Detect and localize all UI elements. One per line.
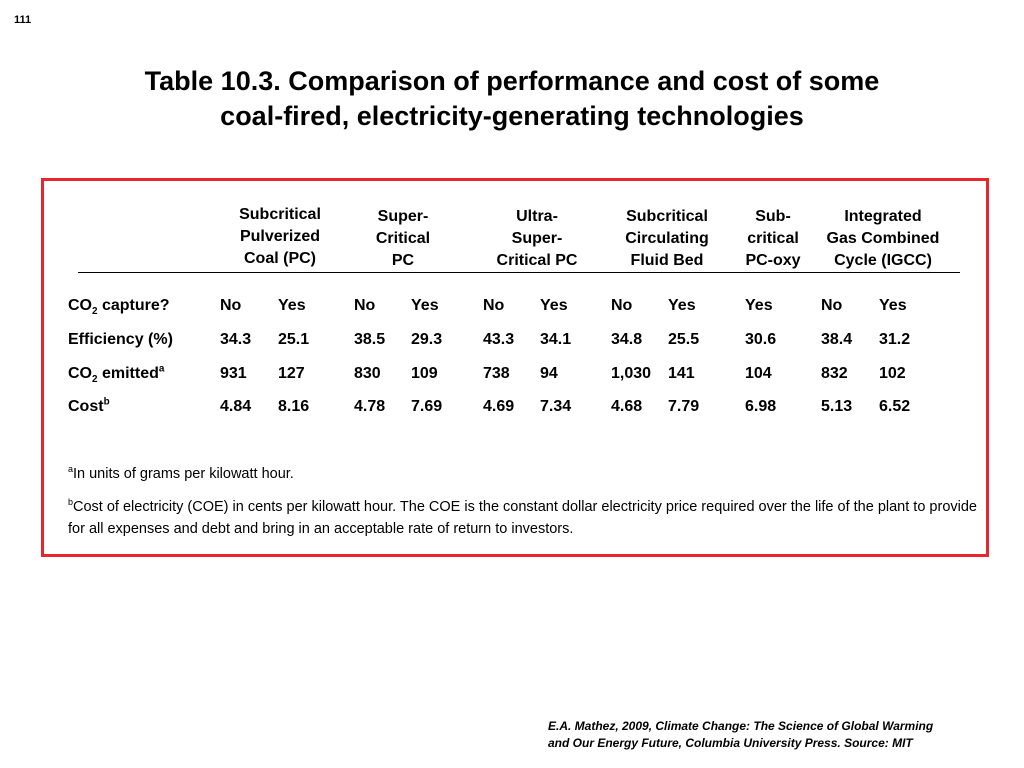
table-cell: 43.3: [483, 331, 515, 348]
table-cell: 8.16: [278, 398, 310, 415]
table-cell: 34.8: [611, 331, 643, 348]
comparison-table: Subcritical Pulverized Coal (PC) Super- …: [41, 178, 989, 557]
table-cell: 94: [540, 365, 558, 382]
table-cell: 6.52: [879, 398, 911, 415]
table-cell: No: [483, 297, 505, 314]
table-cell: 4.69: [483, 398, 515, 415]
table-cell: Yes: [278, 297, 306, 314]
slide-title: Table 10.3. Comparison of performance an…: [0, 64, 1024, 134]
column-header-igcc: Integrated Gas Combined Cycle (IGCC): [826, 208, 940, 269]
table-cell: 34.1: [540, 331, 572, 348]
table-cell: 104: [745, 365, 772, 382]
table-cell: No: [354, 297, 376, 314]
table-cell: No: [220, 297, 242, 314]
table-cell: 1,030: [611, 365, 652, 382]
table-cell: 738: [483, 365, 510, 382]
table-cell: 7.79: [668, 398, 700, 415]
table-cell: 7.34: [540, 398, 572, 415]
table-cell: 5.13: [821, 398, 853, 415]
table-cell: 7.69: [411, 398, 443, 415]
column-header-circulating-fluid-bed: Subcritical Circulating Fluid Bed: [625, 208, 709, 269]
column-header-supercritical-pc: Super- Critical PC: [375, 208, 431, 269]
table-cell: 109: [411, 365, 438, 382]
row-label-cost: Costb: [68, 396, 110, 415]
table-cell: Yes: [879, 297, 907, 314]
table-cell: Yes: [540, 297, 568, 314]
column-header-ultra-supercritical-pc: Ultra- Super- Critical PC: [496, 208, 578, 269]
row-label-co2-capture: CO2 capture?: [68, 297, 170, 318]
row-label-co2-emitted: CO2 emitteda: [68, 363, 165, 386]
column-header-pc-oxy: Sub- critical PC-oxy: [745, 208, 801, 269]
table-cell: 102: [879, 365, 906, 382]
table-cell: 6.98: [745, 398, 777, 415]
title-line-2: coal-fired, electricity-generating techn…: [220, 101, 804, 131]
table-cell: 25.1: [278, 331, 310, 348]
table-cell: 141: [668, 365, 695, 382]
footnote-b: bCost of electricity (COE) in cents per …: [68, 497, 977, 537]
table-cell: Yes: [411, 297, 439, 314]
table-cell: 34.3: [220, 331, 252, 348]
title-line-1: Table 10.3. Comparison of performance an…: [144, 66, 880, 96]
table-cell: Yes: [668, 297, 696, 314]
slide-number: 111: [14, 14, 32, 26]
table-cell: 830: [354, 365, 381, 382]
header-divider: [78, 272, 960, 273]
table-cell: 29.3: [411, 331, 443, 348]
source-citation: E.A. Mathez, 2009, Climate Change: The S…: [548, 719, 934, 750]
table-cell: 4.68: [611, 398, 643, 415]
table-cell: 931: [220, 365, 247, 382]
table-cell: 127: [278, 365, 305, 382]
table-cell: No: [611, 297, 633, 314]
table-cell: 4.84: [220, 398, 252, 415]
table-cell: 38.5: [354, 331, 386, 348]
table-cell: 4.78: [354, 398, 386, 415]
table-cell: Yes: [745, 297, 773, 314]
table-cell: 31.2: [879, 331, 911, 348]
table-cell: 38.4: [821, 331, 853, 348]
table-cell: No: [821, 297, 843, 314]
table-cell: 25.5: [668, 331, 700, 348]
column-header-subcritical-pc: Subcritical Pulverized Coal (PC): [239, 206, 321, 267]
footnote-a: aIn units of grams per kilowatt hour.: [68, 464, 294, 482]
row-label-efficiency: Efficiency (%): [68, 331, 173, 348]
table-cell: 832: [821, 365, 848, 382]
table-cell: 30.6: [745, 331, 777, 348]
